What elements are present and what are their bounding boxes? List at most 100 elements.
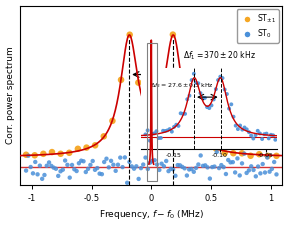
Point	[221, 165, 226, 169]
Point	[217, 166, 221, 170]
Point	[31, 172, 35, 175]
Point	[187, 168, 192, 171]
Point	[171, 168, 175, 171]
Point	[67, 151, 71, 155]
Point	[194, 166, 198, 170]
Point	[162, 79, 166, 83]
Point	[33, 153, 37, 157]
Point	[196, 133, 201, 137]
Point	[107, 165, 111, 169]
Point	[210, 165, 215, 169]
Point	[215, 150, 219, 154]
Point	[173, 174, 178, 178]
Point	[274, 173, 279, 176]
Point	[247, 169, 251, 172]
Point	[42, 173, 47, 177]
Point	[84, 146, 89, 149]
Point	[145, 167, 150, 171]
Point	[233, 171, 237, 174]
Point	[212, 165, 217, 168]
Point	[88, 163, 93, 167]
Point	[205, 143, 210, 147]
Point	[274, 154, 279, 158]
Point	[192, 170, 196, 174]
Point	[188, 120, 192, 124]
Point	[40, 177, 44, 181]
Point	[182, 167, 187, 170]
Point	[263, 171, 267, 174]
Point	[95, 166, 100, 170]
Point	[125, 181, 130, 185]
Point	[77, 161, 81, 165]
Point	[104, 157, 109, 160]
Point	[164, 159, 168, 163]
Point	[251, 168, 256, 172]
Point	[119, 78, 123, 82]
Text: $\Delta f_1 = 370 \pm 20$ kHz: $\Delta f_1 = 370 \pm 20$ kHz	[183, 50, 256, 62]
Point	[97, 172, 102, 175]
Point	[26, 154, 31, 158]
Point	[266, 154, 270, 158]
Point	[235, 157, 240, 160]
Point	[60, 168, 65, 172]
Point	[267, 170, 272, 173]
Point	[219, 163, 224, 167]
Point	[127, 160, 132, 164]
Point	[132, 167, 136, 170]
Point	[253, 175, 258, 178]
Point	[63, 159, 67, 162]
Point	[118, 156, 123, 159]
Point	[90, 159, 95, 163]
Point	[148, 161, 152, 164]
Point	[51, 166, 56, 169]
Point	[113, 169, 118, 173]
Point	[159, 162, 164, 165]
Point	[201, 164, 205, 168]
Point	[47, 161, 51, 164]
Y-axis label: Corr. power spectrum: Corr. power spectrum	[5, 46, 15, 144]
Point	[260, 162, 265, 166]
Point	[72, 168, 77, 171]
Point	[249, 165, 253, 168]
Point	[54, 167, 58, 170]
Point	[175, 163, 180, 167]
Point	[240, 162, 244, 165]
Point	[237, 174, 242, 177]
Point	[257, 152, 262, 156]
Point	[56, 174, 60, 178]
Point	[170, 33, 175, 36]
Point	[44, 164, 49, 168]
Point	[185, 174, 189, 177]
Point	[58, 152, 63, 155]
Point	[136, 81, 141, 84]
Point	[81, 159, 86, 163]
Point	[86, 167, 90, 171]
Point	[258, 172, 263, 175]
Point	[116, 163, 120, 167]
Point	[100, 172, 104, 176]
Point	[205, 165, 210, 169]
Point	[139, 166, 143, 170]
Point	[196, 163, 201, 166]
Point	[93, 143, 97, 147]
Point	[93, 168, 97, 172]
X-axis label: Frequency, $f - f_0$ (MHz): Frequency, $f - f_0$ (MHz)	[99, 208, 204, 222]
Point	[102, 160, 107, 164]
Point	[28, 165, 33, 169]
Point	[189, 167, 194, 171]
Point	[198, 154, 203, 157]
Point	[120, 165, 125, 169]
Point	[214, 147, 218, 150]
Point	[179, 79, 184, 82]
Point	[240, 151, 244, 155]
Point	[168, 167, 173, 171]
Point	[256, 165, 260, 168]
Point	[50, 150, 54, 154]
Point	[153, 109, 158, 112]
Point	[79, 159, 84, 163]
Point	[111, 163, 116, 167]
Point	[208, 177, 212, 180]
Point	[230, 160, 235, 164]
Point	[35, 173, 40, 176]
Point	[37, 164, 42, 168]
